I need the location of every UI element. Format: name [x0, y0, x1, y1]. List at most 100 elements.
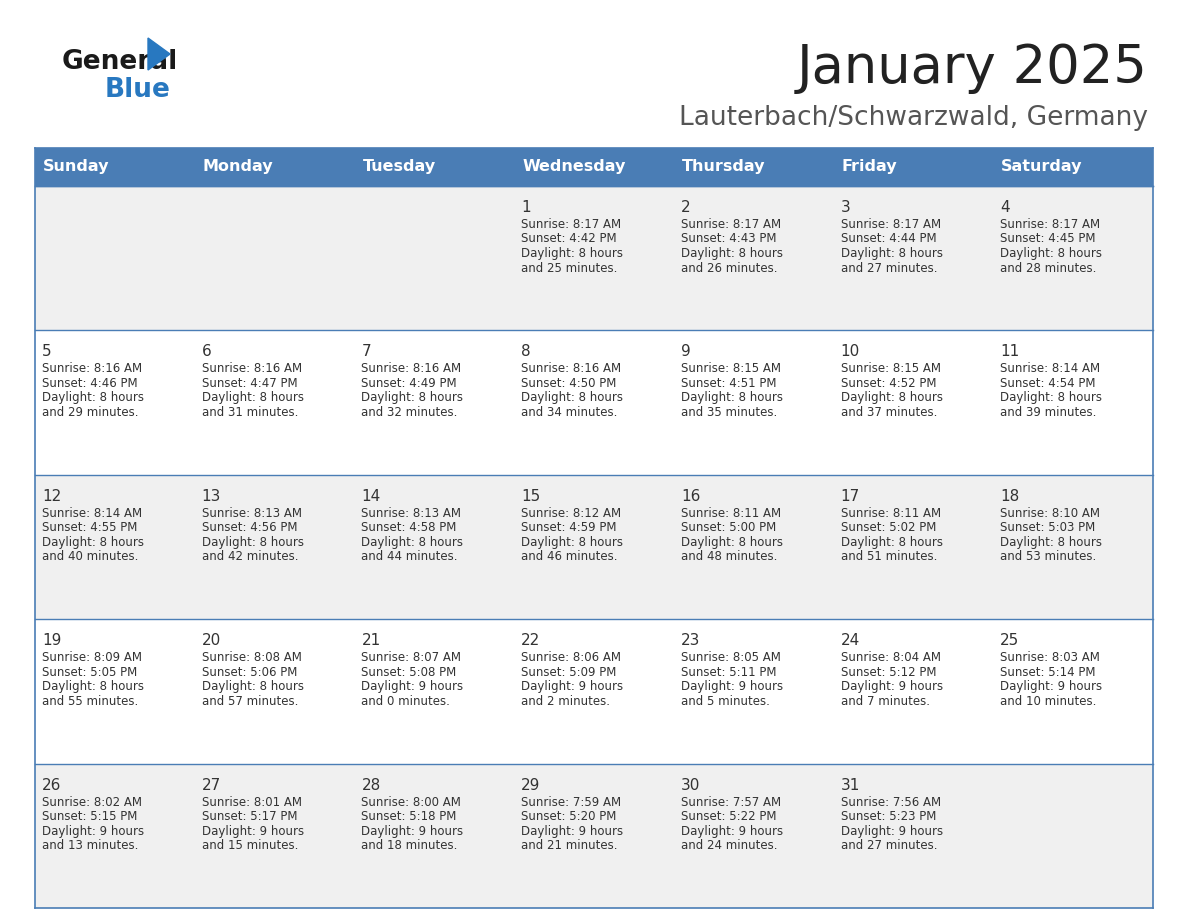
Text: Sunrise: 8:16 AM: Sunrise: 8:16 AM [42, 363, 143, 375]
Text: and 31 minutes.: and 31 minutes. [202, 406, 298, 419]
Text: Daylight: 9 hours: Daylight: 9 hours [202, 824, 304, 837]
Text: Sunrise: 8:04 AM: Sunrise: 8:04 AM [841, 651, 941, 665]
Text: and 48 minutes.: and 48 minutes. [681, 550, 777, 564]
Bar [514, 475, 674, 620]
Text: 13: 13 [202, 488, 221, 504]
Text: and 35 minutes.: and 35 minutes. [681, 406, 777, 419]
Text: Daylight: 8 hours: Daylight: 8 hours [841, 536, 942, 549]
Text: Sunrise: 8:13 AM: Sunrise: 8:13 AM [202, 507, 302, 520]
Text: and 42 minutes.: and 42 minutes. [202, 550, 298, 564]
Bar [834, 620, 993, 764]
Text: Monday: Monday [203, 160, 273, 174]
Text: Sunset: 4:58 PM: Sunset: 4:58 PM [361, 521, 457, 534]
Text: Daylight: 8 hours: Daylight: 8 hours [42, 536, 144, 549]
Text: and 5 minutes.: and 5 minutes. [681, 695, 770, 708]
Bar [514, 148, 674, 186]
Text: Sunset: 4:55 PM: Sunset: 4:55 PM [42, 521, 138, 534]
Bar [514, 330, 674, 475]
Bar [674, 620, 834, 764]
Text: Sunrise: 7:56 AM: Sunrise: 7:56 AM [841, 796, 941, 809]
Text: 10: 10 [841, 344, 860, 360]
Text: Daylight: 8 hours: Daylight: 8 hours [522, 536, 624, 549]
Text: Sunset: 5:05 PM: Sunset: 5:05 PM [42, 666, 138, 678]
Text: Sunset: 5:15 PM: Sunset: 5:15 PM [42, 810, 138, 823]
Text: Sunset: 4:44 PM: Sunset: 4:44 PM [841, 232, 936, 245]
Text: Sunset: 5:20 PM: Sunset: 5:20 PM [522, 810, 617, 823]
Text: Sunset: 4:49 PM: Sunset: 4:49 PM [361, 377, 457, 390]
Text: 26: 26 [42, 778, 62, 792]
Text: Sunset: 4:47 PM: Sunset: 4:47 PM [202, 377, 297, 390]
Bar [34, 764, 195, 908]
Text: Daylight: 9 hours: Daylight: 9 hours [361, 680, 463, 693]
Bar [993, 186, 1154, 330]
Text: and 37 minutes.: and 37 minutes. [841, 406, 937, 419]
Text: January 2025: January 2025 [797, 42, 1148, 94]
Text: Sunset: 5:18 PM: Sunset: 5:18 PM [361, 810, 457, 823]
Text: and 27 minutes.: and 27 minutes. [841, 262, 937, 274]
Text: Daylight: 9 hours: Daylight: 9 hours [42, 824, 144, 837]
Bar [514, 764, 674, 908]
Bar [195, 764, 354, 908]
Text: Sunset: 5:22 PM: Sunset: 5:22 PM [681, 810, 776, 823]
Bar [354, 764, 514, 908]
Text: 20: 20 [202, 633, 221, 648]
Bar [674, 764, 834, 908]
Bar [354, 186, 514, 330]
Bar [993, 330, 1154, 475]
Text: 25: 25 [1000, 633, 1019, 648]
Text: and 26 minutes.: and 26 minutes. [681, 262, 777, 274]
Text: Sunset: 5:00 PM: Sunset: 5:00 PM [681, 521, 776, 534]
Bar [834, 764, 993, 908]
Text: 14: 14 [361, 488, 380, 504]
Text: Wednesday: Wednesday [523, 160, 626, 174]
Text: Sunset: 4:52 PM: Sunset: 4:52 PM [841, 377, 936, 390]
Text: Sunrise: 8:00 AM: Sunrise: 8:00 AM [361, 796, 461, 809]
Text: Sunrise: 8:11 AM: Sunrise: 8:11 AM [841, 507, 941, 520]
Text: 28: 28 [361, 778, 380, 792]
Text: Thursday: Thursday [682, 160, 765, 174]
Text: Daylight: 9 hours: Daylight: 9 hours [841, 680, 943, 693]
Text: Daylight: 8 hours: Daylight: 8 hours [361, 391, 463, 405]
Text: and 57 minutes.: and 57 minutes. [202, 695, 298, 708]
Text: Sunset: 4:54 PM: Sunset: 4:54 PM [1000, 377, 1095, 390]
Bar [34, 475, 195, 620]
Text: 5: 5 [42, 344, 51, 360]
Text: Daylight: 8 hours: Daylight: 8 hours [202, 680, 304, 693]
Text: Sunrise: 8:15 AM: Sunrise: 8:15 AM [841, 363, 941, 375]
Text: 4: 4 [1000, 200, 1010, 215]
Text: Daylight: 8 hours: Daylight: 8 hours [42, 680, 144, 693]
Text: and 28 minutes.: and 28 minutes. [1000, 262, 1097, 274]
Text: Sunrise: 8:16 AM: Sunrise: 8:16 AM [361, 363, 462, 375]
Text: Daylight: 8 hours: Daylight: 8 hours [1000, 247, 1102, 260]
Text: and 25 minutes.: and 25 minutes. [522, 262, 618, 274]
Text: Daylight: 9 hours: Daylight: 9 hours [1000, 680, 1102, 693]
Text: and 46 minutes.: and 46 minutes. [522, 550, 618, 564]
Text: and 7 minutes.: and 7 minutes. [841, 695, 929, 708]
Text: Sunset: 5:06 PM: Sunset: 5:06 PM [202, 666, 297, 678]
Text: Sunrise: 8:17 AM: Sunrise: 8:17 AM [681, 218, 781, 231]
Text: Daylight: 9 hours: Daylight: 9 hours [522, 824, 624, 837]
Text: 21: 21 [361, 633, 380, 648]
Text: Sunset: 4:51 PM: Sunset: 4:51 PM [681, 377, 776, 390]
Bar [195, 620, 354, 764]
Text: Sunset: 5:23 PM: Sunset: 5:23 PM [841, 810, 936, 823]
Text: Sunrise: 8:01 AM: Sunrise: 8:01 AM [202, 796, 302, 809]
Text: Daylight: 8 hours: Daylight: 8 hours [202, 391, 304, 405]
Text: Sunrise: 8:14 AM: Sunrise: 8:14 AM [42, 507, 143, 520]
Text: and 44 minutes.: and 44 minutes. [361, 550, 457, 564]
Text: Sunset: 5:12 PM: Sunset: 5:12 PM [841, 666, 936, 678]
Text: Daylight: 8 hours: Daylight: 8 hours [1000, 391, 1102, 405]
Text: Daylight: 9 hours: Daylight: 9 hours [522, 680, 624, 693]
Text: Sunrise: 7:57 AM: Sunrise: 7:57 AM [681, 796, 781, 809]
Text: Sunrise: 8:16 AM: Sunrise: 8:16 AM [202, 363, 302, 375]
Bar [993, 475, 1154, 620]
Text: 31: 31 [841, 778, 860, 792]
Text: Saturday: Saturday [1001, 160, 1082, 174]
Text: Blue: Blue [105, 77, 171, 103]
Text: 12: 12 [42, 488, 62, 504]
Text: 7: 7 [361, 344, 371, 360]
Text: and 40 minutes.: and 40 minutes. [42, 550, 138, 564]
Bar [514, 186, 674, 330]
Text: Sunrise: 7:59 AM: Sunrise: 7:59 AM [522, 796, 621, 809]
Text: Daylight: 8 hours: Daylight: 8 hours [681, 247, 783, 260]
